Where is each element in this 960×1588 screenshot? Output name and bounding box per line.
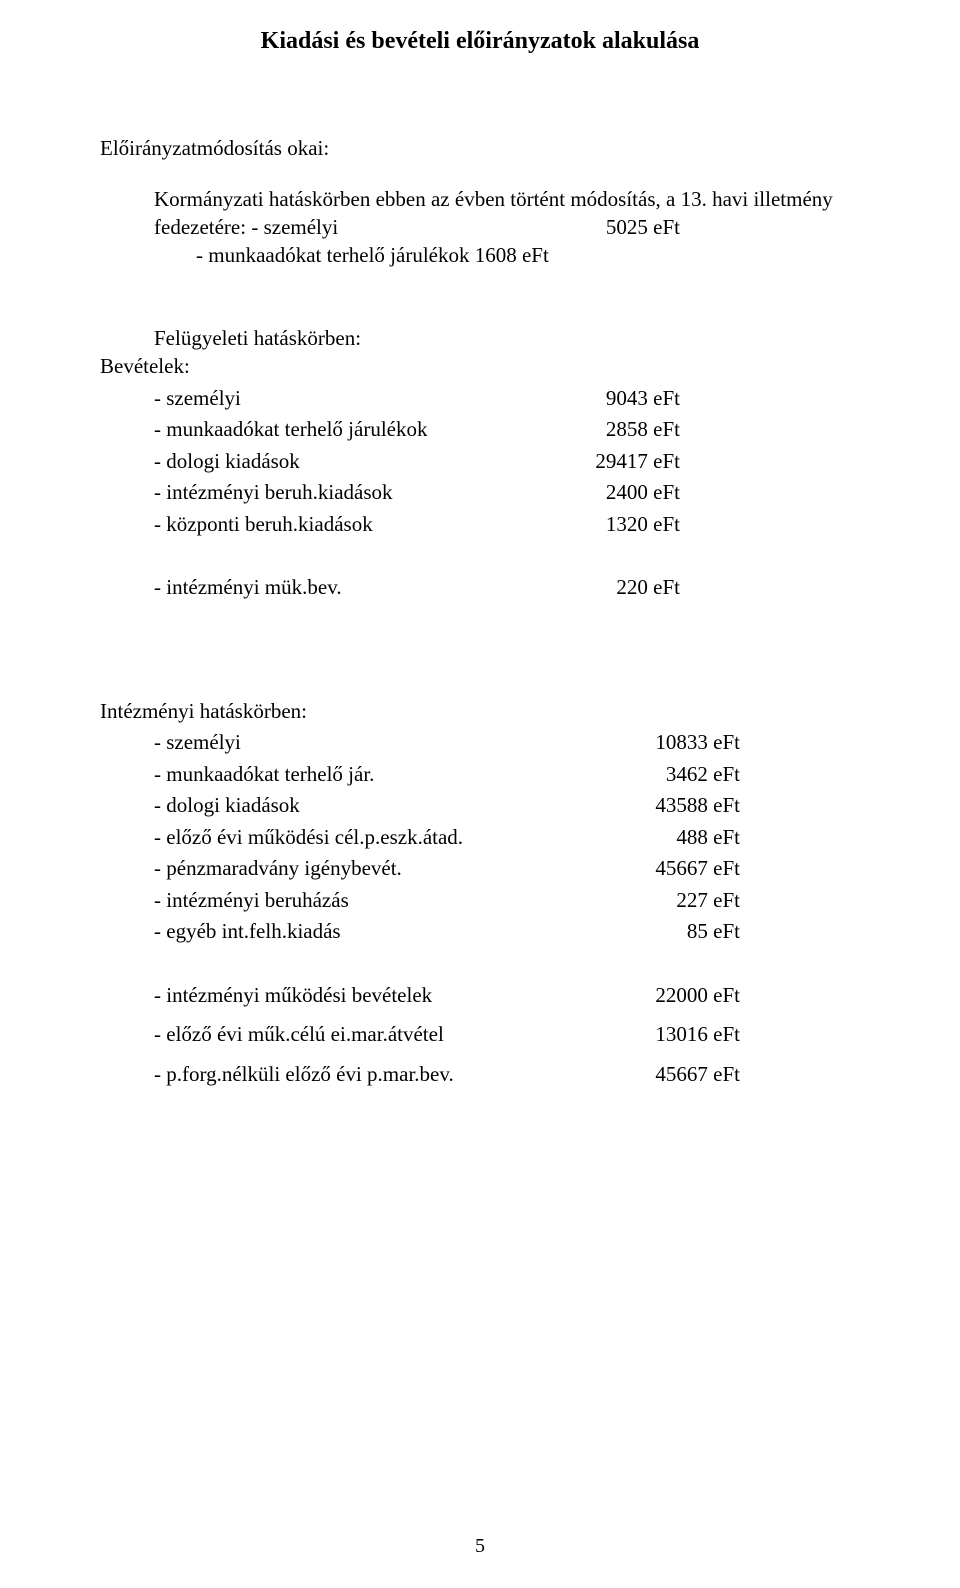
row-label: - pénzmaradvány igénybevét.: [154, 853, 402, 885]
row-value: 2400 eFt: [393, 477, 680, 509]
intro-line2-row: fedezetére: - személyi 5025 eFt: [100, 212, 680, 244]
row-label: - előző évi működési cél.p.eszk.átad.: [154, 822, 463, 854]
row-value: 85 eFt: [341, 916, 740, 948]
intro-heading: Előirányzatmódosítás okai:: [100, 133, 860, 165]
row-value: 1320 eFt: [373, 509, 680, 541]
row-label: - dologi kiadások: [154, 446, 300, 478]
row-value: 9043 eFt: [241, 383, 680, 415]
row-label: - központi beruh.kiadások: [154, 509, 373, 541]
row-value: 227 eFt: [349, 885, 740, 917]
table-row: - intézményi beruházás 227 eFt: [154, 885, 740, 917]
row-value: 43588 eFt: [300, 790, 740, 822]
table-row: - előző évi működési cél.p.eszk.átad. 48…: [154, 822, 740, 854]
page-number: 5: [0, 1535, 960, 1558]
row-label: - intézményi beruh.kiadások: [154, 477, 393, 509]
supervisory-rows: - személyi 9043 eFt - munkaadókat terhel…: [100, 383, 680, 604]
row-value: 45667 eFt: [402, 853, 740, 885]
row-value: 2858 eFt: [427, 414, 680, 446]
table-row: - p.forg.nélküli előző évi p.mar.bev. 45…: [154, 1059, 740, 1091]
table-row: - intézményi működési bevételek 22000 eF…: [154, 980, 740, 1012]
table-row: - előző évi műk.célú ei.mar.átvétel 1301…: [154, 1019, 740, 1051]
row-value: 29417 eFt: [300, 446, 680, 478]
intro-line2-value: 5025 eFt: [338, 212, 680, 244]
intro-line3: - munkaadókat terhelő járulékok 1608 eFt: [100, 243, 860, 268]
supervisory-heading: Felügyeleti hatáskörben:: [100, 326, 860, 351]
table-row: - dologi kiadások 29417 eFt: [154, 446, 680, 478]
table-row: - munkaadókat terhelő járulékok 2858 eFt: [154, 414, 680, 446]
intro-line2-label: fedezetére: - személyi: [154, 212, 338, 244]
table-row: - központi beruh.kiadások 1320 eFt: [154, 509, 680, 541]
row-value: 45667 eFt: [454, 1059, 740, 1091]
row-value: 13016 eFt: [444, 1019, 740, 1051]
row-label: - dologi kiadások: [154, 790, 300, 822]
bevetelek-label: Bevételek:: [100, 351, 860, 383]
row-label: - előző évi műk.célú ei.mar.átvétel: [154, 1019, 444, 1051]
row-value: 488 eFt: [463, 822, 740, 854]
row-label: - intézményi mük.bev.: [154, 572, 342, 604]
table-row: - pénzmaradvány igénybevét. 45667 eFt: [154, 853, 740, 885]
table-row: - intézményi mük.bev. 220 eFt: [154, 572, 680, 604]
table-row: - intézményi beruh.kiadások 2400 eFt: [154, 477, 680, 509]
row-label: - személyi: [154, 383, 241, 415]
row-label: - p.forg.nélküli előző évi p.mar.bev.: [154, 1059, 454, 1091]
row-label: - személyi: [154, 727, 241, 759]
table-row: - személyi 9043 eFt: [154, 383, 680, 415]
page-title: Kiadási és bevételi előirányzatok alakul…: [100, 28, 860, 55]
row-label: - egyéb int.felh.kiadás: [154, 916, 341, 948]
row-label: - intézményi működési bevételek: [154, 980, 432, 1012]
table-row: - munkaadókat terhelő jár. 3462 eFt: [154, 759, 740, 791]
row-label: - munkaadókat terhelő járulékok: [154, 414, 427, 446]
row-value: 3462 eFt: [374, 759, 740, 791]
row-value: 220 eFt: [342, 572, 680, 604]
table-row: - személyi 10833 eFt: [154, 727, 740, 759]
row-value: 10833 eFt: [241, 727, 740, 759]
intro-line1: Kormányzati hatáskörben ebben az évben t…: [100, 187, 860, 212]
institutional-heading: Intézményi hatáskörben:: [100, 696, 860, 728]
row-label: - intézményi beruházás: [154, 885, 349, 917]
table-row: - egyéb int.felh.kiadás 85 eFt: [154, 916, 740, 948]
institutional-rows: - személyi 10833 eFt - munkaadókat terhe…: [100, 727, 740, 1090]
row-label: - munkaadókat terhelő jár.: [154, 759, 374, 791]
row-value: 22000 eFt: [432, 980, 740, 1012]
table-row: - dologi kiadások 43588 eFt: [154, 790, 740, 822]
